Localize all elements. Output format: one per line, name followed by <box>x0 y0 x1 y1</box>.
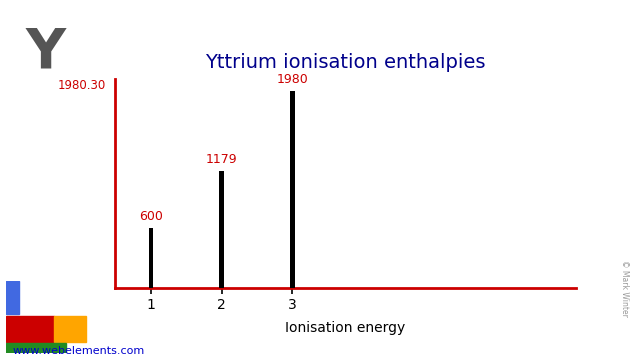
Text: www.webelements.com: www.webelements.com <box>13 346 145 356</box>
Text: Y: Y <box>26 25 66 79</box>
Text: 600: 600 <box>139 210 163 223</box>
Bar <box>148 228 153 288</box>
Bar <box>291 91 294 288</box>
Bar <box>6 316 54 342</box>
X-axis label: Ionisation energy: Ionisation energy <box>285 321 406 335</box>
Bar <box>6 281 19 314</box>
Text: 1179: 1179 <box>205 153 237 166</box>
Text: © Mark Winter: © Mark Winter <box>620 260 628 317</box>
Text: 1980.30: 1980.30 <box>58 79 106 92</box>
Bar <box>6 343 66 353</box>
Title: Yttrium ionisation enthalpies: Yttrium ionisation enthalpies <box>205 53 486 72</box>
Text: 1980: 1980 <box>276 73 308 86</box>
Bar <box>220 171 223 288</box>
Bar <box>54 316 86 342</box>
